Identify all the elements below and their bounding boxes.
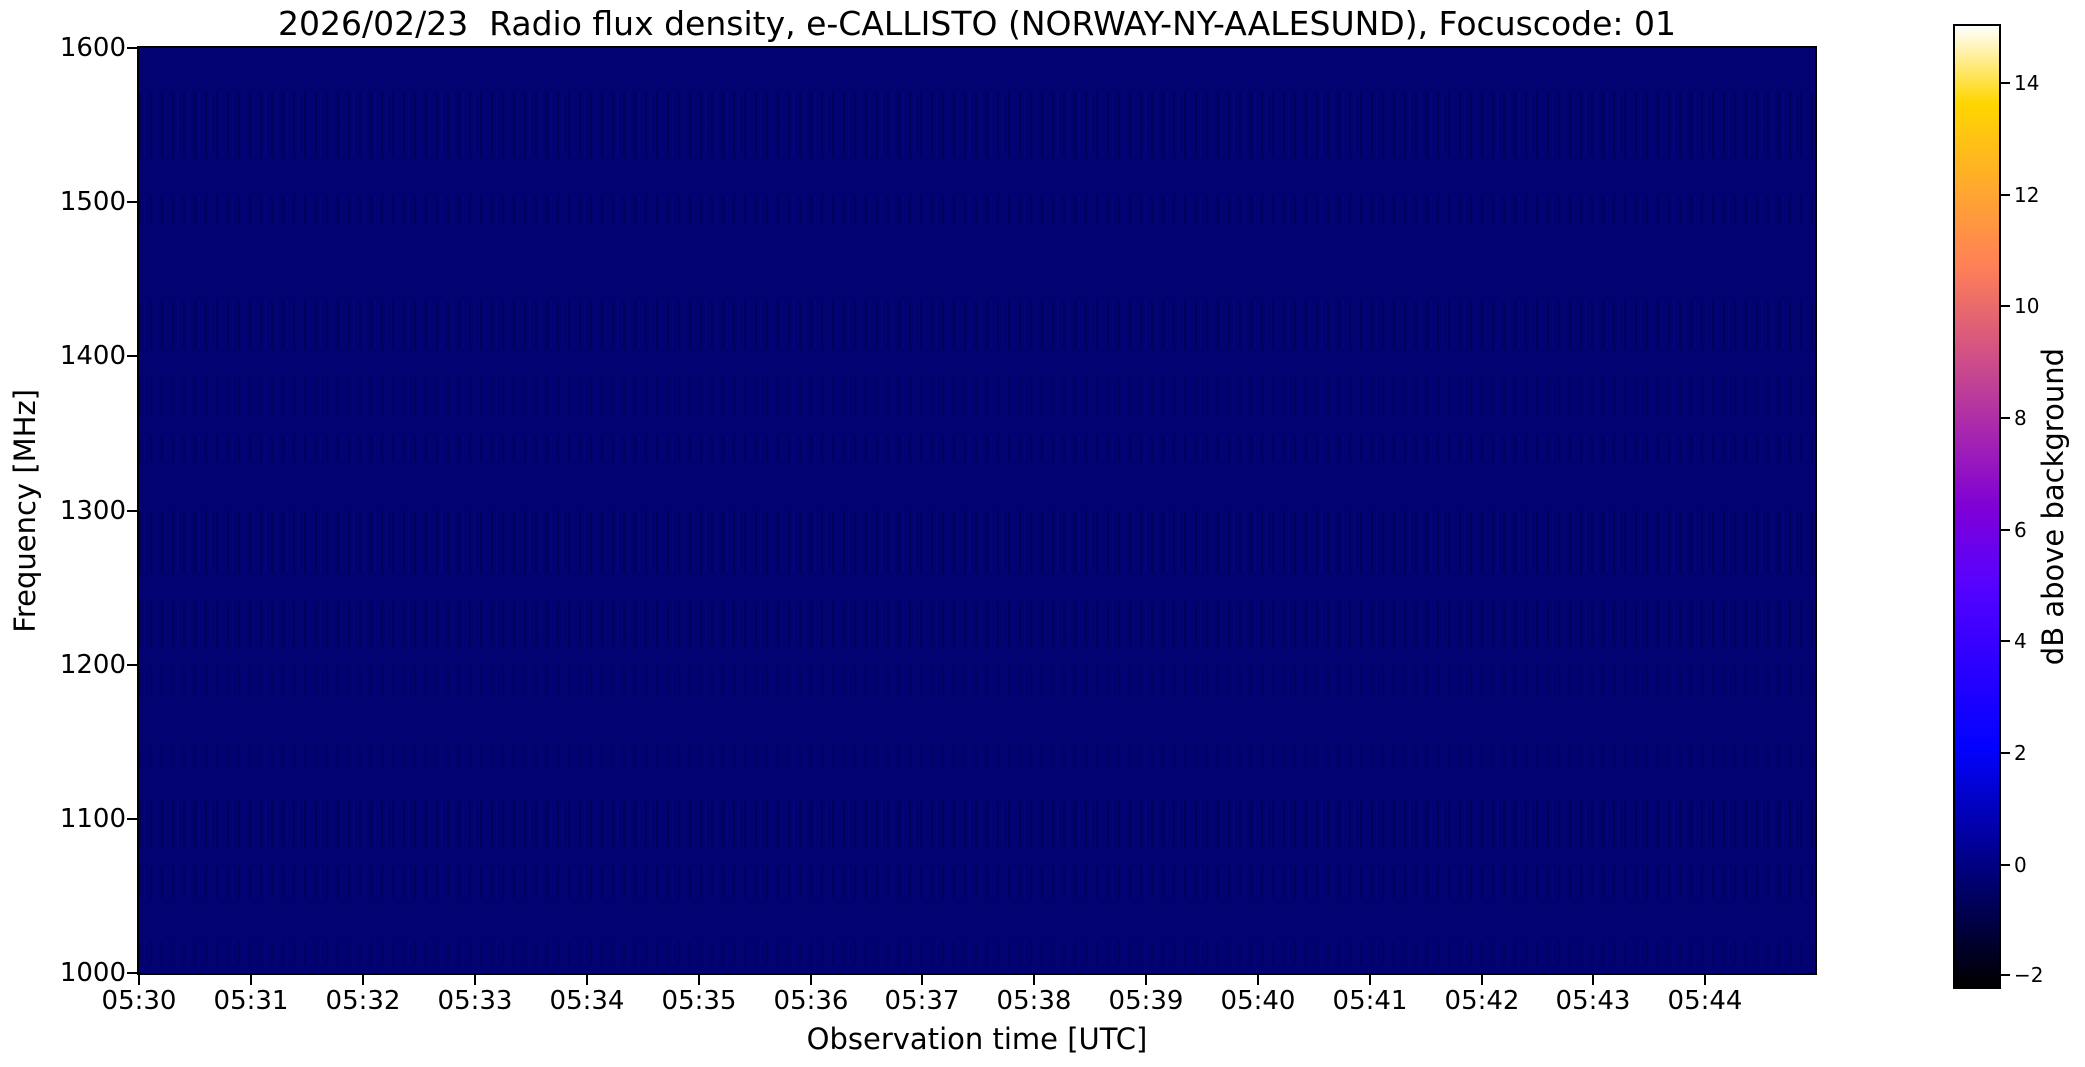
y-tick-label: 1000 <box>59 958 126 988</box>
y-tick-mark <box>127 972 137 974</box>
colorbar-tick-mark <box>2001 640 2010 642</box>
colorbar-tick-mark <box>2001 417 2010 419</box>
y-tick-label: 1400 <box>59 341 126 371</box>
x-tick-mark <box>138 975 140 985</box>
x-tick-mark <box>1257 975 1259 985</box>
x-tick-label: 05:34 <box>549 986 625 1016</box>
x-tick-label: 05:43 <box>1555 986 1631 1016</box>
x-tick-label: 05:35 <box>661 986 737 1016</box>
y-tick-label: 1600 <box>59 33 126 63</box>
figure-title: 2026/02/23 Radio flux density, e-CALLIST… <box>277 4 1676 43</box>
noise-band <box>139 801 1815 847</box>
colorbar-tick-mark <box>2001 529 2010 531</box>
y-tick-label: 1200 <box>59 650 126 680</box>
noise-band <box>139 196 1815 224</box>
x-tick-mark <box>1481 975 1483 985</box>
colorbar-tick-label: 10 <box>2014 294 2040 318</box>
x-tick-label: 05:40 <box>1220 986 1296 1016</box>
colorbar-tick-mark <box>2001 305 2010 307</box>
colorbar-tick-label: 4 <box>2014 629 2027 653</box>
colorbar-gradient <box>1953 24 2001 989</box>
y-tick-label: 1500 <box>59 187 126 217</box>
y-tick-label: 1300 <box>59 496 126 526</box>
colorbar-tick-label: 12 <box>2014 183 2040 207</box>
colorbar-label: dB above background <box>2036 347 2070 666</box>
colorbar-tick-label: 14 <box>2014 71 2040 95</box>
x-tick-label: 05:37 <box>884 986 960 1016</box>
colorbar-tick-mark <box>2001 82 2010 84</box>
x-tick-label: 05:39 <box>1108 986 1184 1016</box>
colorbar-tick-label: 2 <box>2014 741 2027 765</box>
colorbar-tick-mark <box>2001 752 2010 754</box>
x-tick-mark <box>1033 975 1035 985</box>
x-tick-mark <box>1704 975 1706 985</box>
x-tick-label: 05:41 <box>1332 986 1408 1016</box>
x-tick-mark <box>698 975 700 985</box>
y-tick-mark <box>127 664 137 666</box>
noise-band <box>139 866 1815 898</box>
y-tick-mark <box>127 47 137 49</box>
colorbar-label-box: dB above background <box>2030 26 2076 987</box>
colorbar-tick-label: 0 <box>2014 853 2027 877</box>
colorbar-tick-mark <box>2001 974 2010 976</box>
colorbar-tick-mark <box>2001 194 2010 196</box>
colorbar-tick-label: 8 <box>2014 406 2027 430</box>
noise-band <box>139 511 1815 573</box>
noise-band <box>139 436 1815 462</box>
x-tick-label: 05:44 <box>1667 986 1743 1016</box>
x-tick-label: 05:42 <box>1444 986 1520 1016</box>
y-tick-mark <box>127 201 137 203</box>
x-tick-mark <box>810 975 812 985</box>
noise-band <box>139 601 1815 647</box>
noise-band <box>139 746 1815 768</box>
x-tick-label: 05:38 <box>996 986 1072 1016</box>
y-tick-mark <box>127 818 137 820</box>
x-tick-mark <box>1369 975 1371 985</box>
x-tick-mark <box>921 975 923 985</box>
spectrogram-plot-area <box>137 46 1817 975</box>
x-tick-label: 05:33 <box>437 986 513 1016</box>
noise-band <box>139 92 1815 158</box>
y-tick-mark <box>127 510 137 512</box>
x-tick-mark <box>474 975 476 985</box>
x-tick-mark <box>1592 975 1594 985</box>
colorbar-tick-mark <box>2001 864 2010 866</box>
noise-band <box>139 941 1815 965</box>
x-tick-label: 05:36 <box>773 986 849 1016</box>
x-tick-label: 05:32 <box>325 986 401 1016</box>
colorbar-tick-label: −2 <box>2014 963 2044 987</box>
x-axis-label: Observation time [UTC] <box>806 1022 1148 1056</box>
noise-band <box>139 301 1815 349</box>
noise-band <box>139 666 1815 696</box>
colorbar-tick-label: 6 <box>2014 518 2027 542</box>
y-tick-label: 1100 <box>59 804 126 834</box>
x-tick-mark <box>362 975 364 985</box>
x-tick-mark <box>1145 975 1147 985</box>
x-tick-mark <box>250 975 252 985</box>
noise-band <box>139 376 1815 416</box>
y-tick-mark <box>127 355 137 357</box>
x-tick-label: 05:31 <box>213 986 289 1016</box>
x-tick-label: 05:30 <box>101 986 177 1016</box>
x-tick-mark <box>586 975 588 985</box>
